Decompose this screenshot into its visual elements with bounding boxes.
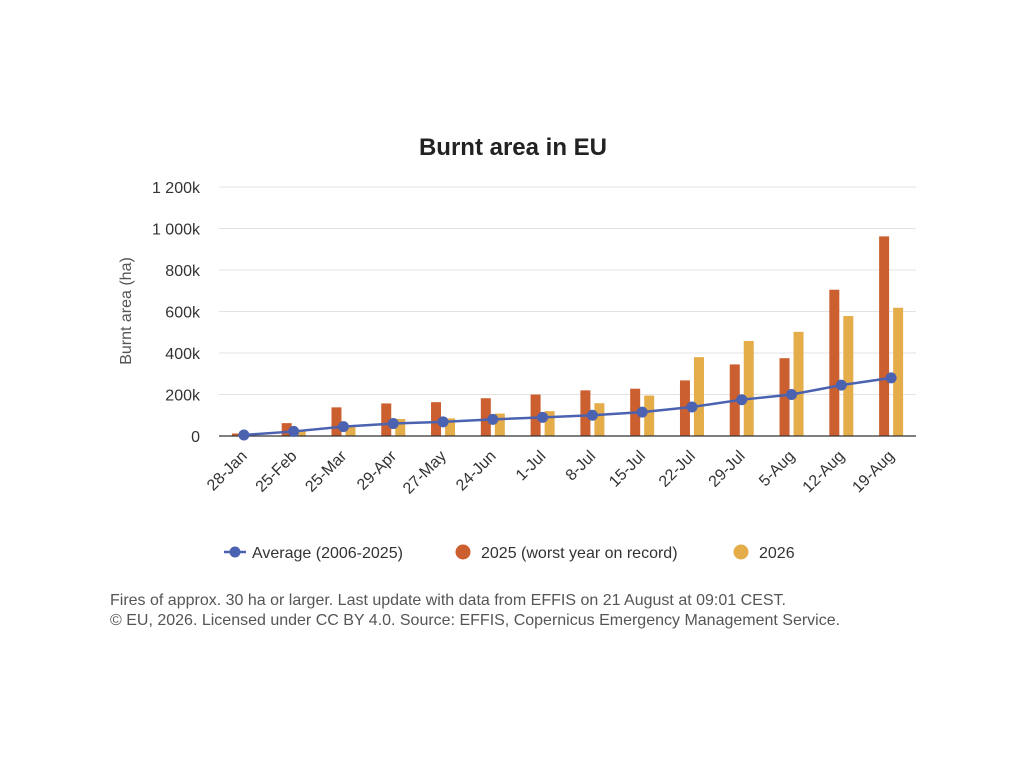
x-tick-label: 29-Apr — [354, 447, 400, 493]
y-tick-label: 1 000k — [152, 222, 201, 239]
data-point — [786, 389, 798, 400]
x-tick-label: 27-May — [400, 448, 450, 498]
x-axis-ticks: 28-Jan 25-Feb 25-Mar 29-Apr 27-May 24-Jun 1-Ju… — [204, 447, 898, 497]
y-tick-label: 200k — [165, 388, 201, 405]
legend-label: 2025 (worst year on record) — [481, 545, 678, 562]
legend: Average (2006-2025) 2025 (worst year on r… — [224, 544, 795, 562]
data-point — [487, 413, 499, 425]
bar — [544, 411, 555, 436]
bar — [779, 358, 790, 436]
average-line-series — [238, 372, 897, 441]
x-tick-label: 22-Jul — [656, 448, 699, 491]
bar — [281, 423, 292, 436]
y-axis-ticks: 0 200k 400k 600k 800k 1 000k 1 200k — [152, 180, 201, 446]
y-tick-label: 400k — [165, 346, 201, 363]
bar — [879, 236, 890, 436]
bar — [594, 403, 605, 436]
x-tick-label: 8-Jul — [563, 448, 600, 485]
legend-label: 2026 — [759, 545, 795, 562]
bar — [345, 425, 356, 436]
bar — [530, 394, 541, 436]
data-point — [636, 406, 648, 418]
data-point — [288, 425, 300, 437]
y-tick-label: 0 — [191, 429, 200, 446]
bar — [693, 357, 704, 436]
bar — [295, 430, 306, 436]
x-tick-label: 24-Jun — [453, 448, 500, 495]
x-tick-label: 1-Jul — [513, 448, 550, 485]
x-tick-label: 12-Aug — [800, 448, 849, 497]
footnote-line-1: Fires of approx. 30 ha or larger. Last u… — [110, 592, 786, 609]
bar — [644, 395, 655, 436]
legend-label: Average (2006-2025) — [252, 545, 403, 562]
chart-title: Burnt area in EU — [419, 134, 607, 161]
bar — [494, 413, 505, 436]
y-tick-label: 800k — [165, 263, 201, 280]
data-point — [835, 379, 847, 391]
bar — [431, 402, 442, 436]
data-point — [537, 411, 549, 423]
bar — [381, 403, 392, 436]
data-point — [686, 401, 698, 413]
x-tick-label: 29-Jul — [706, 448, 749, 491]
legend-swatch — [733, 544, 749, 560]
series-line — [243, 376, 892, 437]
y-tick-label: 1 200k — [152, 180, 201, 197]
x-tick-label: 15-Jul — [606, 448, 649, 491]
bars — [231, 236, 904, 436]
x-tick-label: 28-Jan — [204, 448, 251, 495]
data-point — [736, 394, 748, 406]
bar — [445, 418, 456, 436]
data-point — [387, 418, 399, 430]
y-axis-title: Burnt area (ha) — [118, 257, 135, 365]
bar — [331, 407, 342, 436]
data-point — [586, 409, 598, 421]
data-point — [337, 421, 349, 433]
bar — [893, 307, 904, 436]
x-tick-label: 19-Aug — [849, 448, 898, 497]
legend-point-marker — [229, 546, 241, 558]
legend-swatch — [455, 544, 471, 560]
gridlines — [219, 186, 916, 395]
footnote-line-2: © EU, 2026. Licensed under CC BY 4.0. So… — [110, 612, 841, 629]
bar — [580, 390, 591, 436]
bar — [743, 340, 754, 436]
bar — [480, 398, 491, 436]
bar — [829, 289, 840, 436]
data-point — [238, 429, 250, 441]
x-tick-label: 5-Aug — [756, 448, 798, 490]
data-point — [437, 416, 449, 428]
x-tick-label: 25-Mar — [302, 447, 350, 495]
bar — [231, 433, 242, 436]
data-point — [885, 372, 897, 384]
x-tick-label: 25-Feb — [253, 448, 301, 496]
bar — [793, 331, 804, 436]
bar — [843, 316, 854, 436]
bar — [395, 418, 406, 436]
y-tick-label: 600k — [165, 305, 201, 322]
burnt-area-chart: Burnt area in EU Burnt area (ha) 0 200k 40… — [118, 134, 916, 562]
